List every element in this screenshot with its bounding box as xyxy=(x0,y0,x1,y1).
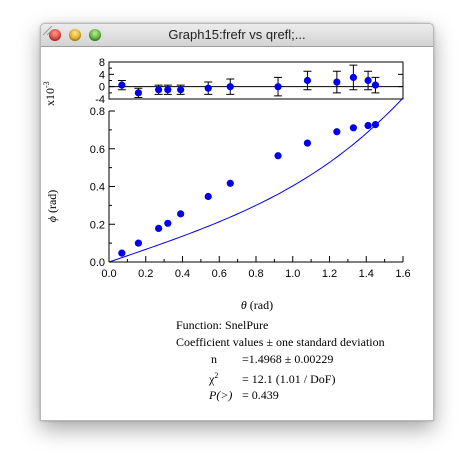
x-tick-label: 1.0 xyxy=(285,268,300,280)
residual-y-tick-label: 4 xyxy=(99,69,105,81)
residual-axis-label: x10-3 xyxy=(42,81,57,106)
x-tick-label: 0.4 xyxy=(175,268,190,280)
residual-point xyxy=(176,84,185,95)
data-point xyxy=(134,239,142,247)
residual-marker xyxy=(274,83,282,91)
main-x-ticks: 0.0 0.2 0.4 0.6 0.8 1.0 1.2 1.4 1.6 xyxy=(101,256,411,280)
residual-y-ticks: 840-4 xyxy=(95,57,403,106)
fit-coef-heading: Coefficient values ± one standard deviat… xyxy=(176,335,385,349)
residual-marker xyxy=(155,86,163,94)
residual-y-tick-label: 0 xyxy=(99,82,105,94)
data-point xyxy=(333,128,341,136)
y-tick-label: 0.2 xyxy=(90,219,105,231)
data-point xyxy=(274,152,282,160)
main-y-ticks: 0.0 0.2 0.4 0.6 0.8 xyxy=(90,106,115,269)
data-point xyxy=(364,121,372,130)
residual-marker xyxy=(164,86,172,94)
x-tick-label: 0.0 xyxy=(101,268,116,280)
residual-marker xyxy=(177,86,185,94)
main-panel: 0.0 0.2 0.4 0.6 0.8 0.0 0.2 0.4 0.6 0.8 1.0 1.2 1.4… xyxy=(45,97,411,312)
graph-plot-area[interactable]: 840-4 x10-3 0.0 0.2 0.4 0.6 0.8 0.0 0.2 0.4 0.6… xyxy=(41,24,433,420)
x-tick-label: 1.4 xyxy=(359,268,374,280)
fit-chi-value: = 12.1 (1.01 / DoF) xyxy=(242,372,336,386)
x-tick-label: 0.8 xyxy=(248,268,263,280)
fit-n-value: =1.4968 ± 0.00229 xyxy=(242,352,334,366)
data-point xyxy=(303,139,312,147)
y-tick-label: 0.0 xyxy=(90,257,105,269)
residual-marker xyxy=(333,78,341,86)
residual-marker xyxy=(364,76,372,85)
x-axis-label: θ (rad) xyxy=(241,298,273,312)
fit-p-value: = 0.439 xyxy=(242,388,279,402)
residual-marker xyxy=(118,81,126,89)
residual-marker xyxy=(371,81,380,89)
residual-point xyxy=(274,76,283,97)
residual-marker xyxy=(303,76,312,85)
residual-points xyxy=(117,64,380,98)
title-bar[interactable]: Graph15:frefr vs qrefl;... xyxy=(41,24,433,47)
zoom-button[interactable] xyxy=(89,29,101,41)
data-point xyxy=(226,179,234,187)
residual-y-tick-label: 8 xyxy=(99,57,105,69)
data-point xyxy=(371,120,380,129)
resize-grip[interactable] xyxy=(41,24,53,36)
residual-point xyxy=(204,81,213,95)
x-tick-label: 1.6 xyxy=(395,268,410,280)
data-point xyxy=(177,210,185,218)
residual-point xyxy=(349,64,358,91)
y-tick-label: 0.6 xyxy=(90,144,105,156)
residual-marker xyxy=(134,89,142,97)
data-points xyxy=(118,120,380,257)
window-title: Graph15:frefr vs qrefl;... xyxy=(168,27,306,42)
residual-marker xyxy=(349,73,357,82)
residual-point xyxy=(154,84,163,95)
y-tick-label: 0.8 xyxy=(90,106,105,118)
residual-point xyxy=(163,84,172,95)
x-tick-label: 0.6 xyxy=(212,268,227,280)
residual-point xyxy=(117,80,126,91)
residual-point xyxy=(332,70,341,94)
graph-window: Graph15:frefr vs qrefl;... 8 4 0 -4 x10-3 0… xyxy=(40,23,434,421)
y-tick-label: 0.4 xyxy=(90,182,105,194)
residual-marker xyxy=(226,83,234,91)
data-point xyxy=(204,192,212,201)
fit-n-name: n xyxy=(211,352,217,366)
residual-point xyxy=(134,87,143,98)
fit-curve xyxy=(108,97,404,263)
data-point xyxy=(118,249,126,257)
x-tick-label: 1.2 xyxy=(322,268,337,280)
residual-point xyxy=(364,70,373,91)
residual-point xyxy=(226,78,235,95)
residual-point xyxy=(371,76,380,94)
residual-point xyxy=(303,70,312,91)
data-point xyxy=(349,124,357,132)
y-axis-label: ϕ (rad) xyxy=(45,190,59,223)
residual-marker xyxy=(204,84,212,92)
data-point xyxy=(164,219,172,227)
fit-p-name: P(>) xyxy=(209,388,233,402)
x-tick-label: 0.2 xyxy=(138,268,153,280)
fit-chi-name: χ2 xyxy=(209,371,219,386)
minimize-button[interactable] xyxy=(69,29,81,41)
data-point xyxy=(155,224,163,233)
residual-panel: 840-4 x10-3 xyxy=(42,57,404,106)
fit-function-line: Function: SnelPure xyxy=(176,318,269,332)
residual-frame xyxy=(108,61,404,100)
close-button[interactable] xyxy=(49,29,61,41)
residual-y-tick-label: -4 xyxy=(95,94,105,106)
